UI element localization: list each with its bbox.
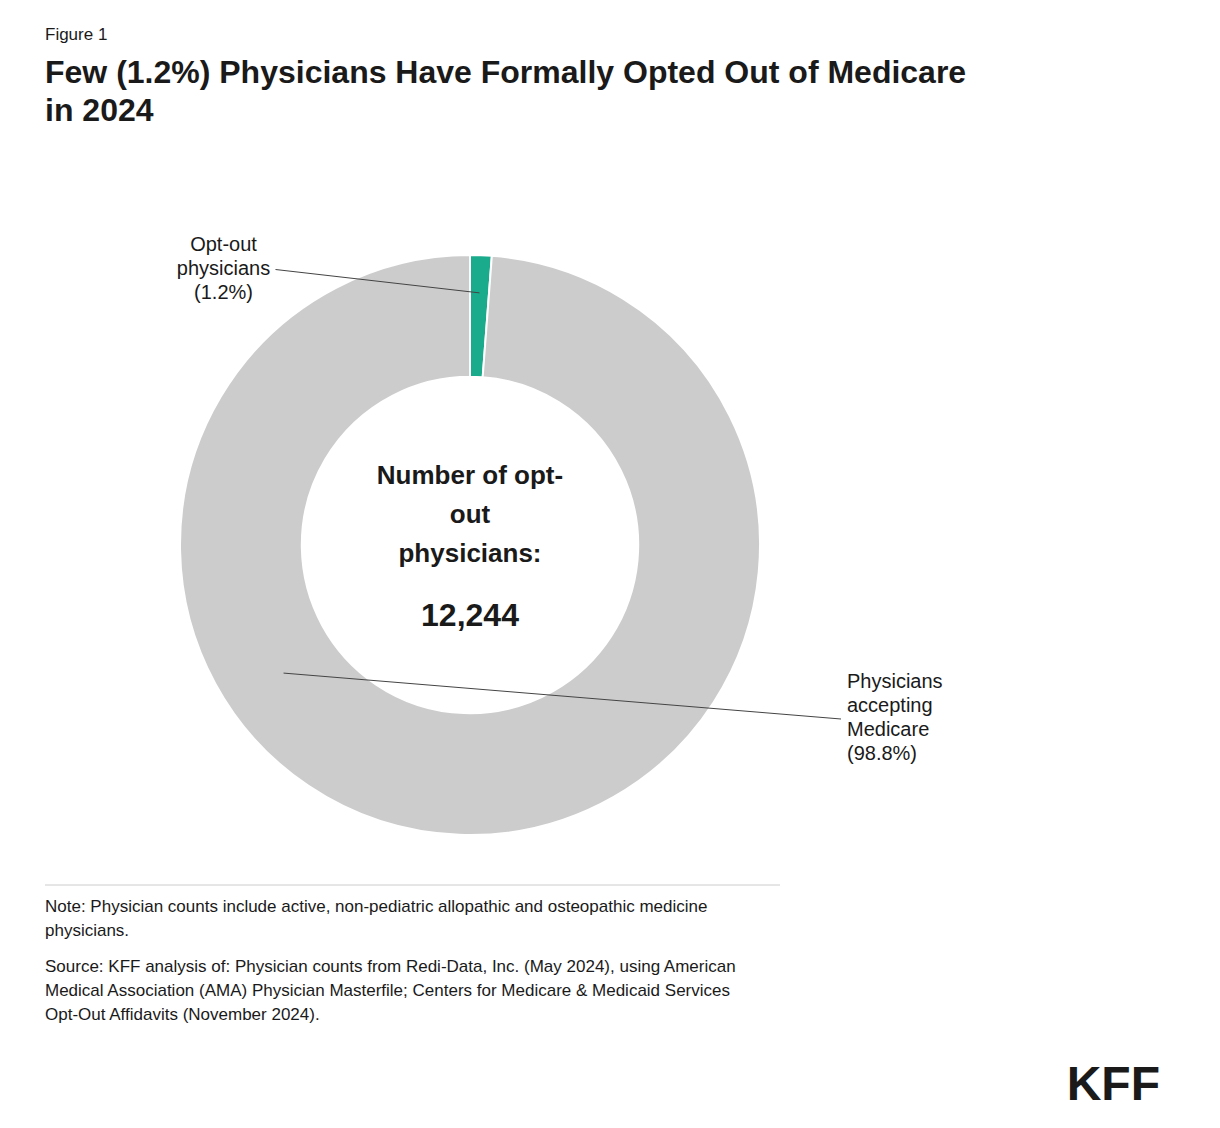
center-number: 12,244 <box>421 597 519 633</box>
chart: Figure 1 Few (1.2%) Physicians Have Forma… <box>0 0 1220 1128</box>
leader-line <box>284 673 841 719</box>
logo: KFF <box>1067 1057 1160 1110</box>
leader-line <box>276 270 480 293</box>
center-text: Number of opt-outphysicians: <box>377 460 563 568</box>
separator <box>45 885 780 886</box>
source: Source: KFF analysis of: Physician count… <box>45 957 736 1024</box>
slice <box>180 255 760 835</box>
slice-label: Opt-outphysicians(1.2%) <box>177 233 270 303</box>
slices <box>180 255 760 835</box>
note: Note: Physician counts include active, n… <box>45 897 707 940</box>
figure-label: Figure 1 <box>45 25 107 44</box>
slice-label: PhysiciansacceptingMedicare(98.8%) <box>847 670 943 764</box>
title: Few (1.2%) Physicians Have Formally Opte… <box>45 54 966 128</box>
